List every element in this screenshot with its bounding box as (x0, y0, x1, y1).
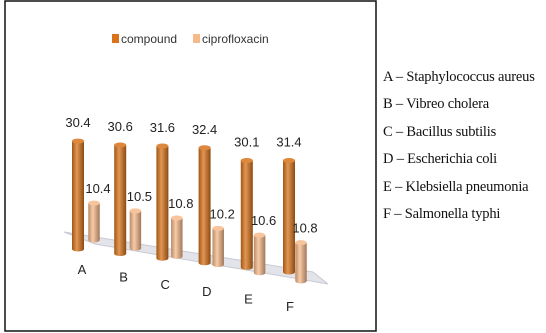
bar-ciprofloxacin-c (171, 215, 183, 259)
bar-compound-c-cap (156, 143, 169, 149)
key-item-a: A – Staphylococcus aureus (383, 69, 535, 85)
data-label-compound-f: 31.4 (276, 135, 301, 150)
bar-compound-c (156, 143, 169, 261)
bar-ciprofloxacin-f-body (295, 242, 307, 284)
bar-ciprofloxacin-c-body (171, 218, 183, 259)
bar-compound-b-cap (114, 142, 127, 148)
x-tick-c: C (161, 277, 170, 292)
data-label-group: 30.4 10.4 30.6 10.5 31.6 10.8 32.4 10.2 30.1 10.6… (65, 115, 317, 236)
bar-ciprofloxacin-f-cap (295, 240, 307, 246)
x-tick-a: A (78, 262, 87, 277)
x-tick-d: D (202, 284, 211, 299)
key-item-f: F – Salmonella typhi (383, 205, 501, 222)
data-label-ciprofloxacin-f: 10.8 (292, 221, 317, 236)
bar-group (72, 138, 307, 284)
x-tick-b: B (119, 269, 128, 284)
bar-ciprofloxacin-f (295, 240, 307, 284)
bar-compound-d (198, 145, 211, 266)
key-item-b: B – Vibreo cholera (383, 96, 489, 113)
data-label-ciprofloxacin-b: 10.5 (127, 189, 152, 204)
bar-compound-f-cap (283, 158, 295, 164)
x-tick-e: E (244, 292, 253, 307)
data-label-compound-d: 32.4 (192, 122, 217, 137)
x-tick-f: F (286, 299, 294, 314)
data-label-ciprofloxacin-e: 10.6 (251, 213, 276, 228)
bar-compound-a-cap (72, 138, 84, 144)
data-label-compound-b: 30.6 (108, 119, 133, 134)
data-label-compound-a: 30.4 (65, 115, 90, 130)
bar-compound-a-body (72, 141, 84, 252)
bar-compound-f (283, 158, 295, 275)
legend-label-compound: compound (121, 32, 177, 46)
bar-ciprofloxacin-b-body (129, 210, 142, 251)
data-label-compound-c: 31.6 (150, 120, 175, 135)
bar-ciprofloxacin-e-cap (253, 232, 266, 238)
bar-ciprofloxacin-e (253, 232, 266, 276)
bar-ciprofloxacin-e-body (253, 235, 266, 276)
bar-ciprofloxacin-a (88, 200, 100, 243)
key-item-c: C – Bacillus subtilis (383, 123, 497, 140)
bar-ciprofloxacin-c-cap (171, 215, 183, 221)
bar-ciprofloxacin-b (129, 208, 142, 251)
data-label-ciprofloxacin-c: 10.8 (168, 196, 193, 211)
key-item-e: E – Klebsiella pneumonia (383, 178, 529, 195)
organism-key-list: A – Staphylococcus aureus B – Vibreo cho… (383, 64, 535, 228)
bar-compound-a (72, 138, 84, 252)
bar-compound-b (114, 142, 127, 257)
bar-compound-c-body (156, 146, 169, 261)
legend-swatch-compound (112, 34, 119, 43)
data-label-ciprofloxacin-d: 10.2 (210, 206, 235, 221)
legend-swatch-ciprofloxacin (193, 34, 200, 43)
key-item-d: D – Escherichia coli (383, 151, 497, 168)
bar-compound-f-body (283, 160, 295, 275)
bar-compound-e (240, 158, 253, 270)
bar-compound-e-cap (240, 158, 253, 164)
legend-label-ciprofloxacin: ciprofloxacin (202, 32, 269, 46)
bar-ciprofloxacin-d-body (212, 228, 224, 268)
chart-legend: compound ciprofloxacin (112, 32, 269, 46)
data-label-ciprofloxacin-a: 10.4 (85, 181, 110, 196)
bar-ciprofloxacin-d-cap (212, 225, 224, 231)
data-label-compound-e: 30.1 (234, 135, 259, 150)
bar-compound-b-body (114, 144, 127, 257)
bar-ciprofloxacin-b-cap (129, 208, 142, 214)
bar-compound-e-body (240, 160, 253, 270)
bar-ciprofloxacin-a-cap (88, 200, 100, 206)
bar-ciprofloxacin-a-body (88, 203, 100, 243)
x-tick-group: A B C D E F (78, 262, 294, 314)
bar-compound-d-body (198, 147, 211, 266)
bar-compound-d-cap (198, 145, 211, 151)
bar-ciprofloxacin-d (212, 225, 224, 268)
